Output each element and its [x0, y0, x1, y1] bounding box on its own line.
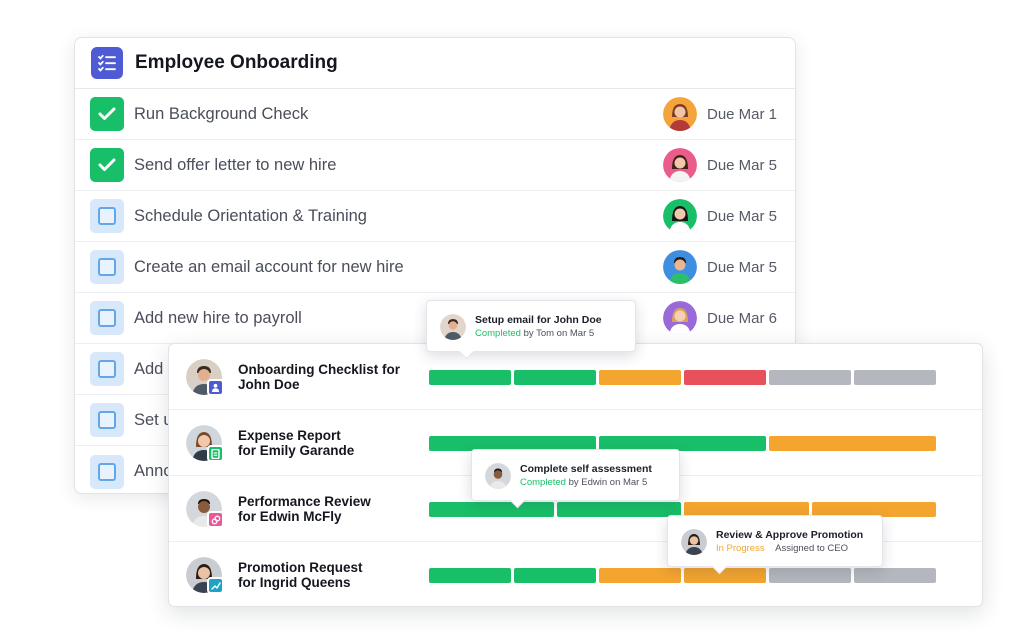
task-label: Anno: [134, 462, 173, 480]
workflow-name: Promotion Request for Ingrid Queens: [238, 560, 363, 590]
progress-segment-green: [429, 502, 554, 517]
progress-segment-green: [514, 568, 596, 583]
tooltip-title: Review & Approve Promotion: [716, 529, 864, 541]
progress-segment-orange: [599, 568, 681, 583]
tooltip-subtitle: In Progress Assigned to CEO: [716, 543, 849, 554]
due-date: Due Mar 1: [707, 105, 778, 123]
due-date: Due Mar 5: [707, 258, 778, 276]
workflow-name: Onboarding Checklist for John Doe: [238, 362, 401, 392]
progress-segment-gray: [854, 568, 936, 583]
task-label: Run Background Check: [134, 104, 309, 123]
checklist-item[interactable]: Send offer letter to new hire Due Mar 5: [75, 140, 795, 191]
assignee-avatar: [663, 250, 697, 284]
chart-up-icon: [207, 577, 224, 594]
due-date: Due Mar 5: [707, 156, 778, 174]
checklist-item[interactable]: Anno: [75, 446, 795, 493]
task-tooltip: Setup email for John Doe Completed by To…: [426, 300, 636, 352]
checkbox-checked[interactable]: [90, 97, 124, 131]
assignee-avatar: [663, 199, 697, 233]
link-icon: [207, 511, 224, 528]
progress-segment-orange: [684, 568, 766, 583]
checklist-item[interactable]: Create an email account for new hire Due…: [75, 242, 795, 293]
progress-segment-orange: [811, 502, 936, 517]
checkbox-unchecked[interactable]: [90, 199, 124, 233]
status-text: In Progress: [716, 543, 765, 554]
progress-bar: [429, 370, 939, 385]
checklist-header: Employee Onboarding: [75, 38, 795, 89]
workflow-row[interactable]: Onboarding Checklist for John Doe: [169, 344, 982, 410]
progress-bar: [429, 436, 939, 451]
workflow-name: Expense Report for Emily Garande: [238, 428, 355, 458]
checklist-title: Employee Onboarding: [135, 52, 338, 73]
checklist-item[interactable]: Schedule Orientation & Training Due Mar …: [75, 191, 795, 242]
workflow-row[interactable]: Promotion Request for Ingrid Queens: [169, 542, 982, 608]
checklist-item[interactable]: Run Background Check Due Mar 1: [75, 89, 795, 140]
task-label: Send offer letter to new hire: [134, 155, 337, 174]
tooltip-title: Setup email for John Doe: [475, 314, 602, 326]
tooltip-subtitle: Completed by Edwin on Mar 5: [520, 477, 648, 488]
due-date: Due Mar 5: [707, 207, 778, 225]
progress-segment-green: [599, 436, 766, 451]
checkbox-unchecked[interactable]: [90, 454, 124, 489]
check-icon: [98, 158, 116, 171]
progress-segment-green: [429, 436, 596, 451]
progress-segment-orange: [769, 436, 936, 451]
avatar: [485, 463, 511, 489]
progress-bar: [429, 502, 939, 517]
check-icon: [98, 107, 116, 120]
task-label: Add new hire to payroll: [134, 308, 302, 327]
task-label: Schedule Orientation & Training: [134, 206, 367, 225]
progress-segment-green: [514, 370, 596, 385]
checkbox-unchecked[interactable]: [90, 250, 124, 284]
progress-segment-orange: [684, 502, 809, 517]
user-icon: [207, 379, 224, 396]
assignee-avatar: [663, 301, 697, 335]
checkbox-checked[interactable]: [90, 148, 124, 182]
status-text: Completed: [475, 328, 521, 339]
progress-segment-gray: [769, 568, 851, 583]
checkbox-unchecked[interactable]: [90, 403, 124, 437]
tooltip-subtitle: Completed by Tom on Mar 5: [475, 328, 595, 339]
due-date: Due Mar 6: [707, 309, 778, 327]
progress-segment-gray: [854, 370, 936, 385]
avatar: [681, 529, 707, 555]
progress-segment-green: [556, 502, 681, 517]
task-tooltip: Review & Approve Promotion In Progress A…: [667, 515, 883, 567]
progress-segment-orange: [599, 370, 681, 385]
assignee-avatar: [663, 148, 697, 182]
checklist-icon: [91, 47, 123, 79]
progress-segment-gray: [769, 370, 851, 385]
progress-segment-green: [429, 568, 511, 583]
progress-bar: [429, 568, 939, 583]
receipt-icon: [207, 445, 224, 462]
tooltip-title: Complete self assessment: [520, 463, 652, 475]
task-tooltip: Complete self assessment Completed by Ed…: [471, 449, 680, 501]
workflow-name: Performance Review for Edwin McFly: [238, 494, 371, 524]
checkbox-unchecked[interactable]: [90, 301, 124, 335]
task-label: Create an email account for new hire: [134, 257, 404, 276]
workflow-row[interactable]: Performance Review for Edwin McFly: [169, 476, 982, 542]
status-text: Completed: [520, 477, 566, 488]
task-label: Set u: [134, 410, 173, 429]
assignee-avatar: [663, 97, 697, 131]
task-label: Add: [134, 359, 164, 378]
checkbox-unchecked[interactable]: [90, 352, 124, 386]
progress-segment-green: [429, 370, 511, 385]
avatar: [440, 314, 466, 340]
progress-segment-red: [684, 370, 766, 385]
